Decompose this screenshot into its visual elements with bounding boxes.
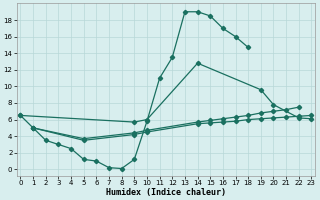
X-axis label: Humidex (Indice chaleur): Humidex (Indice chaleur)	[106, 188, 226, 197]
